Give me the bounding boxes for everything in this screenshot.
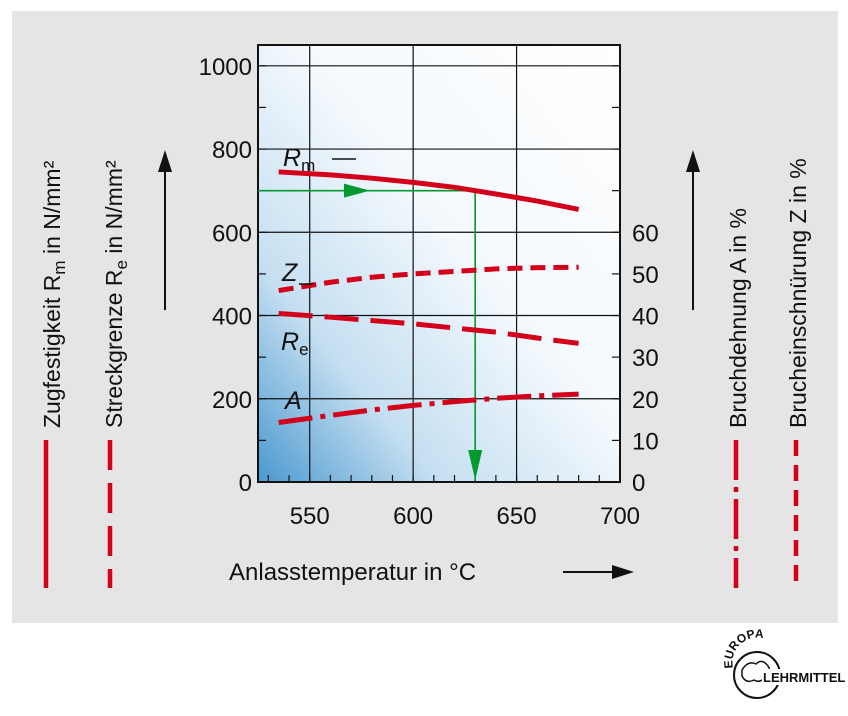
curve-rm	[278, 169, 580, 212]
annotation-arrow-right	[344, 183, 370, 198]
grid	[258, 45, 620, 482]
axis-title-bruchdehnung: Bruchdehnung A in %	[725, 208, 751, 428]
y-tick-label-right: 60	[632, 220, 659, 247]
y-tick-label-left: 1000	[199, 54, 252, 81]
right-up-arrow-head	[686, 150, 700, 172]
y-tick-label-left: 0	[239, 470, 252, 497]
y-tick-label-left: 600	[212, 220, 252, 247]
x-axis-title-group: Anlasstemperatur in °C	[229, 559, 634, 586]
left-axis-titles: Zugfestigkeit Rm in N/mm² Streckgrenze R…	[39, 150, 172, 588]
logo-bottom-text: LEHRMITTEL	[763, 670, 845, 685]
y-tick-label-right: 0	[632, 470, 645, 497]
curve-a	[278, 391, 579, 425]
axis-title-brucheinschnuerung: Brucheinschnürung Z in %	[785, 158, 811, 428]
x-tick-label: 550	[290, 503, 330, 530]
curves	[278, 169, 580, 425]
y-tick-label-right: 10	[632, 428, 659, 455]
reading-annotation	[258, 183, 483, 480]
plot-frame	[257, 44, 621, 483]
curve-label-a: A	[283, 387, 302, 415]
y-tick-label-left: 400	[212, 304, 252, 331]
x-tick-label: 600	[393, 503, 433, 530]
x-tick-label: 650	[497, 503, 537, 530]
annotation-arrow-down	[468, 450, 483, 480]
curve-re	[278, 310, 579, 346]
y-tick-label-right: 40	[632, 304, 659, 331]
curve-label-re: Re	[281, 328, 309, 359]
right-axis-titles: Bruchdehnung A in % Brucheinschnürung Z …	[686, 150, 811, 588]
tick-labels: 0 200 400 600 800 1000 0 10 20 30 40 50 60 550 600 650 7…	[199, 54, 659, 530]
x-axis-arrow-head	[612, 565, 634, 579]
logo-bottom-band	[762, 669, 838, 685]
curve-label-z: Z	[281, 259, 298, 287]
y-tick-label-left: 200	[212, 387, 252, 414]
y-tick-label-left: 800	[212, 137, 252, 164]
y-tick-label-right: 50	[632, 262, 659, 289]
curve-z	[278, 264, 579, 294]
plot-area-background	[258, 45, 620, 482]
curve-labels: Rm Z Re A	[281, 144, 356, 415]
left-up-arrow-head	[158, 150, 172, 172]
europa-lehrmittel-logo: EUROPA LEHRMITTEL	[721, 626, 845, 699]
axis-title-zugfestigkeit: Zugfestigkeit Rm in N/mm²	[39, 160, 69, 428]
y-tick-label-right: 30	[632, 345, 659, 372]
x-axis-title: Anlasstemperatur in °C	[229, 559, 476, 586]
x-tick-label: 700	[600, 503, 640, 530]
curve-label-rm: Rm	[283, 144, 315, 175]
y-tick-label-right: 20	[632, 387, 659, 414]
axis-title-streckgrenze: Streckgrenze Re in N/mm²	[101, 160, 131, 428]
